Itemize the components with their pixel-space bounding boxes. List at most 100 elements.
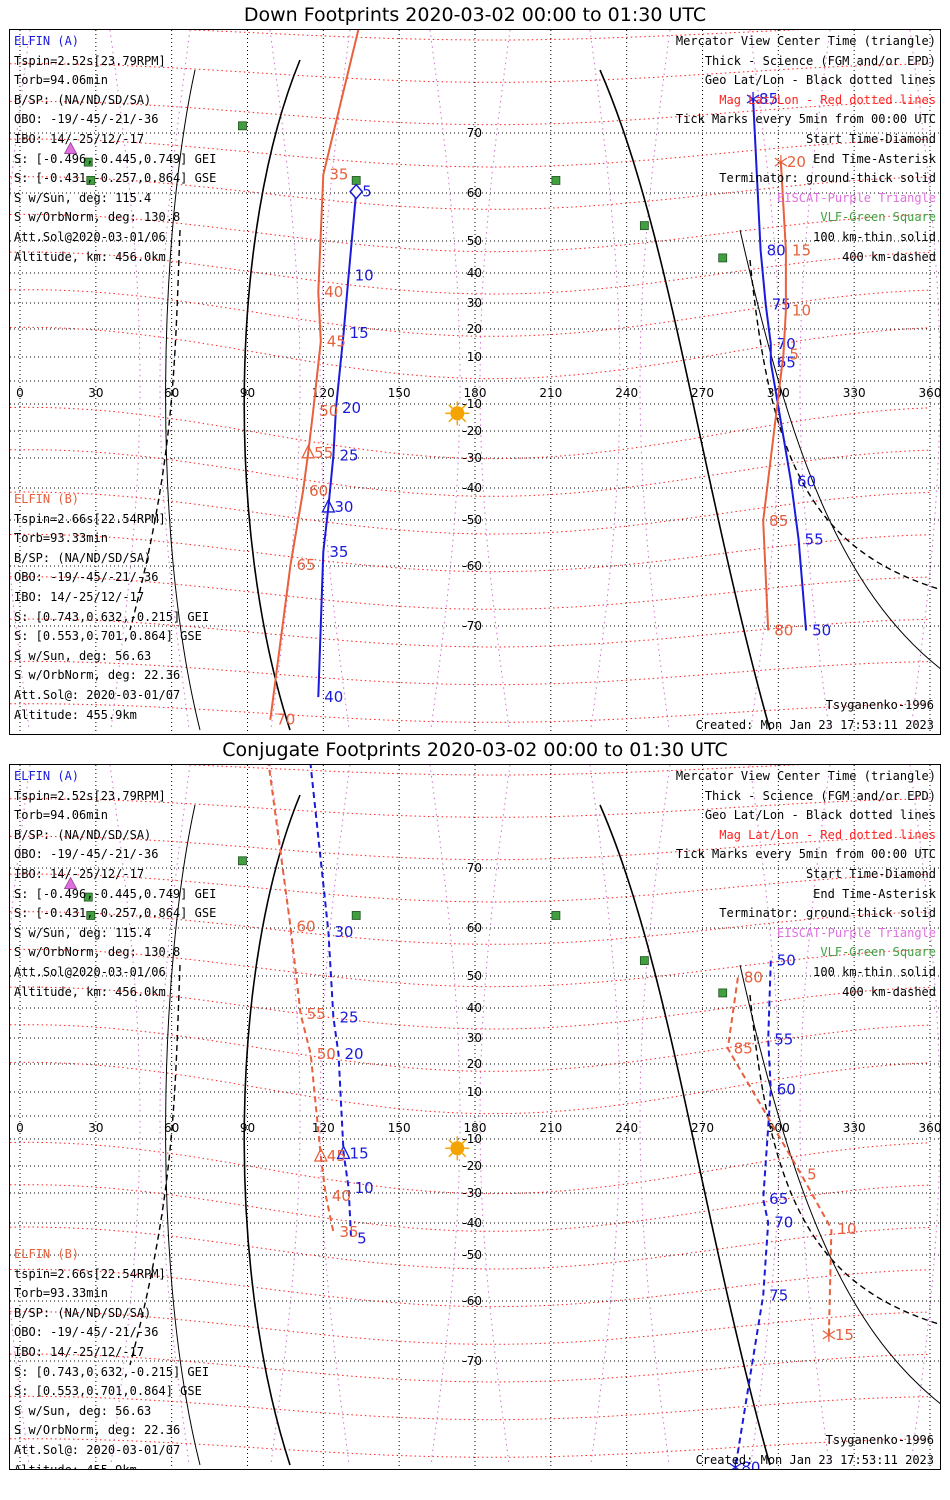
info-line: S: [0.743,0.632,-0.215] GEI (14, 1364, 210, 1379)
legend: Mercator View Center Time (triangle) Thic… (676, 767, 936, 1002)
sat-a-time-label: 70 (774, 1214, 793, 1232)
mag-lat-line (10, 1268, 931, 1308)
y-tick-label: -10 (462, 1132, 482, 1146)
sat-b-name: ELFIN (B) (14, 1247, 80, 1261)
x-tick-label: 330 (843, 1121, 866, 1135)
mag-lat-line (10, 1141, 931, 1195)
info-line: Att.Sol@: 2020-03-01/07 (14, 687, 181, 702)
info-line: OBO: -19/-45/-21/-36 (14, 112, 159, 127)
created-label: Created: Mon Jan 23 17:53:11 2023 (695, 718, 934, 732)
y-tick-label: -50 (462, 513, 482, 527)
start-diamond-marker (349, 183, 364, 200)
vlf-station-marker (718, 988, 728, 998)
vlf-station-marker (551, 176, 561, 185)
sat-b-time-label: 55 (314, 444, 333, 462)
y-tick-label: 10 (467, 350, 482, 364)
vlf-station-marker (86, 911, 96, 920)
y-tick-label: -60 (462, 559, 482, 573)
info-line: Altitude: 455.9km (14, 707, 137, 722)
terminator-ground-right (599, 804, 771, 1466)
x-tick-label: 360 (919, 1121, 941, 1135)
mag-lon-line (479, 30, 511, 731)
sat-a-time-label: 85 (759, 90, 778, 108)
legend-entry: 400 km-dashed (842, 984, 936, 999)
terminator-ground-left (243, 794, 301, 1466)
sat-a-time-label: 5 (357, 1230, 367, 1248)
mag-lon-line (479, 765, 511, 1466)
y-tick-label: 30 (467, 1031, 482, 1045)
sat-a-time-label: 10 (355, 267, 374, 285)
sat-a-time-label: 55 (805, 531, 824, 549)
sat-a-time-label: 25 (339, 447, 358, 465)
legend-entry: End Time-Asterisk (813, 886, 936, 901)
mag-lon-line (319, 30, 351, 731)
y-tick-label: 30 (467, 296, 482, 310)
sat-a-time-label: 80 (741, 1458, 760, 1470)
info-line: Altitude, km: 456.0km (14, 984, 166, 999)
mag-lat-line (182, 30, 804, 41)
mag-lat-line (10, 1024, 931, 1072)
center-time-triangle (313, 1147, 328, 1162)
sat-a-time-label: 65 (769, 1190, 788, 1208)
info-line: Altitude: 455.9km (14, 1462, 137, 1470)
conjugate-footprints-panel: 0 30 60 90 120 150 180 210 240 270 300 330 360 70 60 50… (9, 764, 941, 1470)
sat-b-time-label: 35 (329, 166, 348, 184)
terminator-100km-right (739, 229, 940, 670)
vlf-station-marker (351, 176, 361, 185)
end-asterisk-marker (822, 1327, 836, 1342)
sat-a-track (734, 960, 772, 1468)
sat-b-time-label: 60 (309, 482, 328, 500)
mag-lon-line (589, 30, 621, 731)
legend-entry: Terminator: ground-thick solid (719, 906, 936, 921)
info-line: S: [0.553,0.701,0.864] GSE (14, 629, 202, 644)
map-canvas: 0 30 60 90 120 150 180 210 240 270 300 330 360706050… (10, 30, 941, 734)
legend-entry: Mag Lat/Lon - Red dotted lines (719, 92, 936, 107)
sat-b-time-label: 40 (324, 283, 343, 301)
y-tick-label: -20 (462, 424, 482, 438)
sat-b-track (762, 162, 787, 631)
mag-lat-line (10, 251, 931, 295)
legend-entry: 100 km-thin solid (813, 964, 936, 979)
y-tick-label: 50 (467, 969, 482, 983)
sat-a-track (752, 98, 808, 631)
vlf-station-marker (83, 892, 93, 902)
info-line: Att.Sol@2020-03-01/06 (14, 964, 166, 979)
terminator-100km-left (165, 69, 201, 731)
sat-a-time-label: 35 (329, 543, 348, 561)
terminator-ground-left (243, 59, 301, 731)
info-line: IBO: 14/-25/12/-17 (14, 131, 145, 146)
terminator (129, 794, 940, 1466)
info-line: IBO: 14/-25/12/-17 (14, 1344, 145, 1359)
x-tick-label: 360 (919, 386, 941, 400)
y-tick-label: 50 (467, 234, 482, 248)
sat-a-time-label: 10 (355, 1179, 374, 1197)
sat-b-time-label: 70 (276, 711, 295, 729)
mag-lat-line (10, 1395, 931, 1421)
sat-a-info: ELFIN (A) Tspin=2.52s[23.79RPM] Torb=94.0… (14, 767, 216, 999)
sat-b-track (267, 765, 335, 1233)
sat-a-time-label: 50 (777, 952, 796, 970)
y-tick-label: -30 (462, 451, 482, 465)
info-line: S: [-0.496,-0.445,0.749] GEI (14, 151, 217, 166)
center-time-triangle (321, 498, 336, 513)
legend-entry: VLF-Green Square (820, 210, 936, 225)
mag-lat-line (10, 948, 931, 988)
sat-a-lines: Tspin=2.52s[23.79RPM] Torb=94.06min B/SP: … (14, 787, 216, 999)
sat-b-time-label: 45 (327, 1147, 346, 1165)
mag-grid (10, 30, 940, 731)
info-line: Torb=93.33min (14, 1286, 108, 1301)
x-tick-label: 270 (691, 1121, 714, 1135)
info-line: S: [-0.496,-0.445,0.749] GEI (14, 886, 217, 901)
y-tick-label: 20 (467, 1057, 482, 1071)
info-line: Torb=93.33min (14, 531, 108, 546)
sat-b-name: ELFIN (B) (14, 492, 80, 506)
mag-lat-line (10, 533, 931, 573)
sat-b-time-label: 85 (769, 512, 788, 530)
legend-entry: VLF-Green Square (820, 945, 936, 960)
x-tick-label: 150 (388, 1121, 411, 1135)
sat-a-time-label: 75 (772, 295, 791, 313)
y-tick-label: -30 (462, 1186, 482, 1200)
legend-entry: Tick Marks every 5min from 00:00 UTC (675, 847, 936, 862)
legend-entry: 100 km-thin solid (813, 229, 936, 244)
mag-lon-line (589, 765, 621, 1466)
